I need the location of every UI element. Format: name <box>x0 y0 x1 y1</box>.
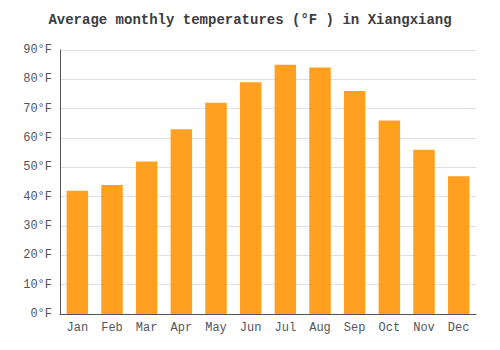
svg-text:Nov: Nov <box>413 321 435 335</box>
svg-text:50°F: 50°F <box>23 160 52 174</box>
svg-text:20°F: 20°F <box>23 248 52 262</box>
svg-text:Apr: Apr <box>171 321 193 335</box>
svg-text:Oct: Oct <box>379 321 401 335</box>
svg-text:Jun: Jun <box>240 321 262 335</box>
svg-text:Mar: Mar <box>136 321 158 335</box>
svg-text:40°F: 40°F <box>23 190 52 204</box>
svg-text:Average monthly temperatures (: Average monthly temperatures (°F ) in Xi… <box>48 12 451 28</box>
svg-text:Dec: Dec <box>448 321 470 335</box>
svg-text:10°F: 10°F <box>23 278 52 292</box>
svg-text:60°F: 60°F <box>23 131 52 145</box>
svg-text:Feb: Feb <box>101 321 123 335</box>
svg-text:Jan: Jan <box>67 321 89 335</box>
svg-text:80°F: 80°F <box>23 72 52 86</box>
svg-text:30°F: 30°F <box>23 219 52 233</box>
svg-text:May: May <box>205 321 227 335</box>
svg-text:70°F: 70°F <box>23 102 52 116</box>
svg-text:90°F: 90°F <box>23 43 52 57</box>
svg-text:0°F: 0°F <box>30 307 52 321</box>
svg-text:Sep: Sep <box>344 321 366 335</box>
svg-text:Aug: Aug <box>309 321 331 335</box>
svg-text:Jul: Jul <box>275 321 297 335</box>
